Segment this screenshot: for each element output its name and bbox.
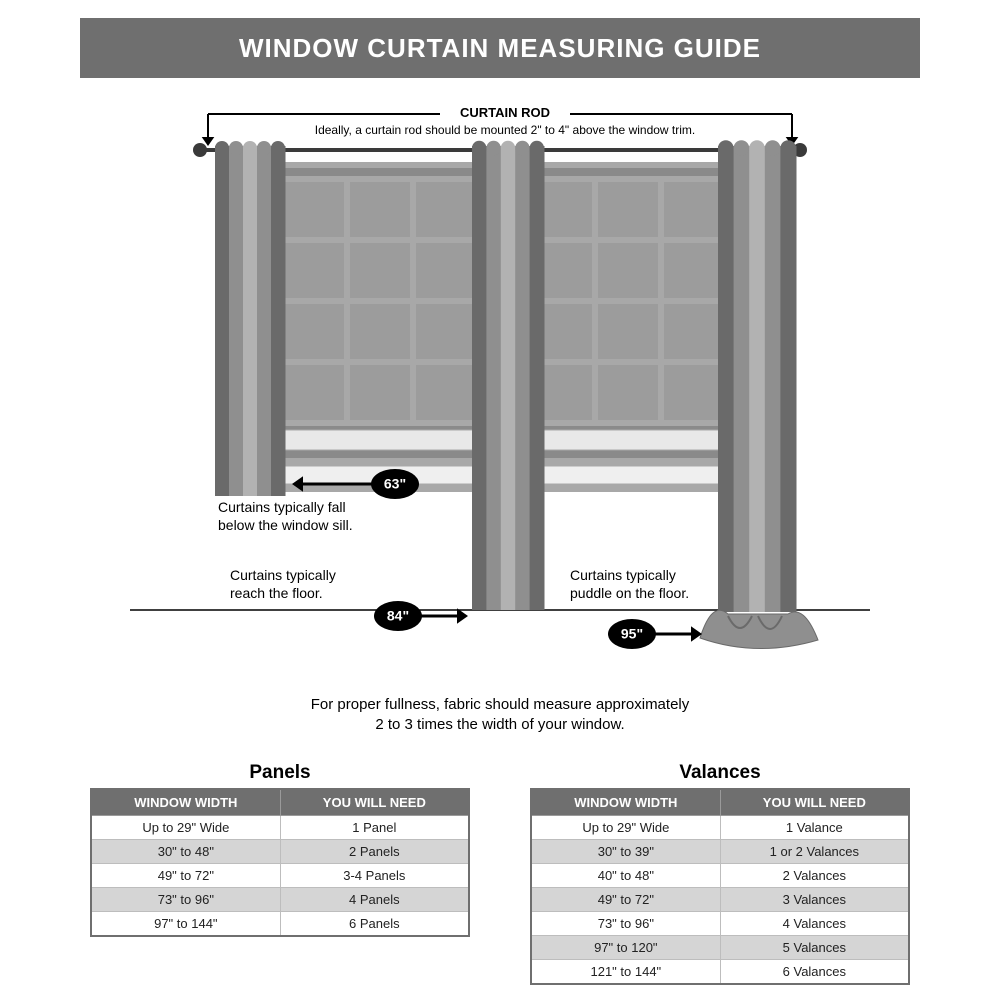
valances-title: Valances: [530, 762, 910, 784]
title-bar: WINDOW CURTAIN MEASURING GUIDE: [80, 18, 920, 78]
panels-cell: 73" to 96": [91, 888, 280, 912]
valances-cell: 97" to 120": [531, 936, 720, 960]
valances-cell: 1 or 2 Valances: [720, 840, 909, 864]
panels-cell: Up to 29" Wide: [91, 816, 280, 840]
table-row: Up to 29" Wide1 Valance: [531, 816, 909, 840]
note-84-line1: Curtains typically: [230, 567, 336, 583]
valances-cell: 30" to 39": [531, 840, 720, 864]
panels-header-cell: YOU WILL NEED: [280, 789, 469, 816]
curtain-84: [472, 141, 545, 610]
table-row: 97" to 144"6 Panels: [91, 912, 469, 937]
panels-block: Panels WINDOW WIDTHYOU WILL NEED Up to 2…: [90, 762, 470, 937]
valances-cell: Up to 29" Wide: [531, 816, 720, 840]
len-84-label: 84": [387, 608, 409, 624]
curtain-diagram: CURTAIN ROD Ideally, a curtain rod should…: [0, 100, 1000, 675]
curtain-95: [718, 140, 797, 612]
note-95-line2: puddle on the floor.: [570, 585, 689, 601]
panels-cell: 6 Panels: [280, 912, 469, 937]
valances-header-cell: WINDOW WIDTH: [531, 789, 720, 816]
valances-block: Valances WINDOW WIDTHYOU WILL NEED Up to…: [530, 762, 910, 985]
rod-note: Ideally, a curtain rod should be mounted…: [315, 123, 696, 137]
table-row: Up to 29" Wide1 Panel: [91, 816, 469, 840]
valances-cell: 1 Valance: [720, 816, 909, 840]
panels-cell: 2 Panels: [280, 840, 469, 864]
table-row: 30" to 48"2 Panels: [91, 840, 469, 864]
valances-cell: 4 Valances: [720, 912, 909, 936]
valances-cell: 3 Valances: [720, 888, 909, 912]
valances-cell: 40" to 48": [531, 864, 720, 888]
fullness-note: For proper fullness, fabric should measu…: [0, 695, 1000, 736]
valances-cell: 5 Valances: [720, 936, 909, 960]
table-row: 73" to 96"4 Panels: [91, 888, 469, 912]
valances-cell: 2 Valances: [720, 864, 909, 888]
panels-title: Panels: [90, 762, 470, 784]
valances-header-cell: YOU WILL NEED: [720, 789, 909, 816]
panels-cell: 97" to 144": [91, 912, 280, 937]
len-63-label: 63": [384, 476, 406, 492]
valances-table: WINDOW WIDTHYOU WILL NEED Up to 29" Wide…: [530, 788, 910, 985]
table-row: 49" to 72"3-4 Panels: [91, 864, 469, 888]
table-row: 30" to 39"1 or 2 Valances: [531, 840, 909, 864]
panels-cell: 49" to 72": [91, 864, 280, 888]
fullness-line1: For proper fullness, fabric should measu…: [0, 695, 1000, 715]
table-row: 121" to 144"6 Valances: [531, 960, 909, 985]
rod-label: CURTAIN ROD: [460, 105, 550, 120]
panels-header-cell: WINDOW WIDTH: [91, 789, 280, 816]
valances-cell: 121" to 144": [531, 960, 720, 985]
len-95-label: 95": [621, 626, 643, 642]
page-title: WINDOW CURTAIN MEASURING GUIDE: [239, 33, 761, 64]
tables-row: Panels WINDOW WIDTHYOU WILL NEED Up to 2…: [90, 762, 910, 985]
panels-cell: 1 Panel: [280, 816, 469, 840]
note-95-line1: Curtains typically: [570, 567, 676, 583]
note-63-line2: below the window sill.: [218, 517, 353, 533]
table-row: 40" to 48"2 Valances: [531, 864, 909, 888]
valances-cell: 73" to 96": [531, 912, 720, 936]
curtain-63: [215, 141, 286, 496]
valances-cell: 6 Valances: [720, 960, 909, 985]
note-84-line2: reach the floor.: [230, 585, 323, 601]
panels-cell: 4 Panels: [280, 888, 469, 912]
table-row: 49" to 72"3 Valances: [531, 888, 909, 912]
fullness-line2: 2 to 3 times the width of your window.: [0, 715, 1000, 735]
table-row: 97" to 120"5 Valances: [531, 936, 909, 960]
panels-cell: 30" to 48": [91, 840, 280, 864]
note-63-line1: Curtains typically fall: [218, 499, 346, 515]
panels-table: WINDOW WIDTHYOU WILL NEED Up to 29" Wide…: [90, 788, 470, 937]
panels-cell: 3-4 Panels: [280, 864, 469, 888]
table-row: 73" to 96"4 Valances: [531, 912, 909, 936]
valances-cell: 49" to 72": [531, 888, 720, 912]
